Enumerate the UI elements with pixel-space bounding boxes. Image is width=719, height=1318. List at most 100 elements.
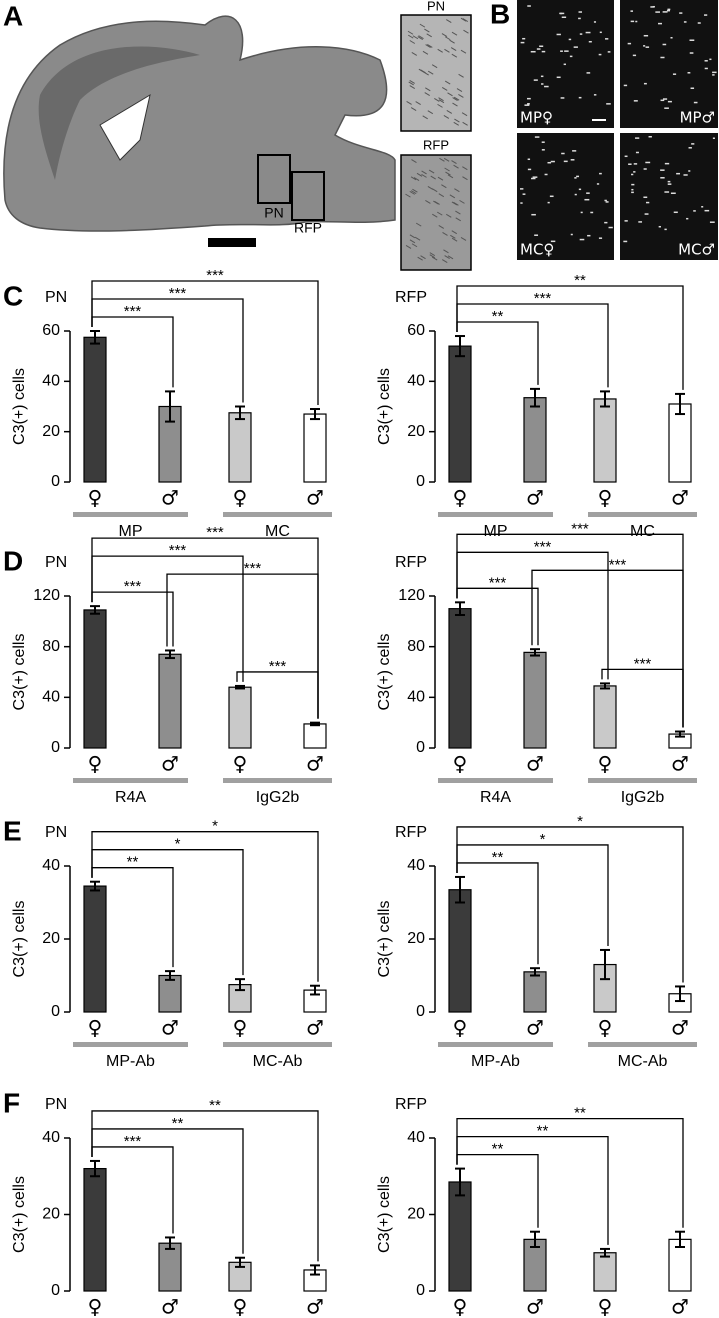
cell-dot xyxy=(697,22,701,24)
bar xyxy=(448,608,472,749)
texture xyxy=(424,28,430,33)
cell-dot xyxy=(588,40,592,43)
cell-dot xyxy=(532,176,538,178)
group-label: MC xyxy=(630,523,655,540)
texture xyxy=(446,213,452,218)
cell-dot xyxy=(633,163,638,165)
cell-dot xyxy=(587,234,591,237)
y-tick-label: 60 xyxy=(42,322,60,339)
y-tick-label: 40 xyxy=(42,373,60,390)
cell-dot xyxy=(556,33,561,36)
texture xyxy=(425,199,431,204)
error-bar xyxy=(455,601,465,616)
texture xyxy=(415,222,422,227)
cell-dot xyxy=(648,136,652,138)
sig-bracket xyxy=(456,826,684,983)
texture xyxy=(429,252,436,257)
y-tick-label: 0 xyxy=(51,1282,60,1299)
texture xyxy=(437,176,444,181)
error-bar xyxy=(165,970,175,981)
bar xyxy=(448,889,472,1013)
texture xyxy=(451,53,458,58)
sig-label: *** xyxy=(534,538,552,555)
cell-dot xyxy=(559,12,565,15)
x-tick-label: ♂ xyxy=(161,1295,179,1318)
cell-dot xyxy=(643,34,649,37)
cell-dot xyxy=(544,85,549,88)
texture xyxy=(413,177,420,181)
texture xyxy=(453,121,459,126)
cell-dot xyxy=(522,37,526,40)
texture xyxy=(449,194,456,199)
y-tick-label: 0 xyxy=(51,473,60,490)
bar xyxy=(228,686,252,749)
x-tick-label: ♀ xyxy=(233,1016,248,1040)
chart-title: PN xyxy=(45,289,67,306)
cell-dot xyxy=(540,75,544,78)
y-tick-label: 80 xyxy=(42,638,60,655)
cell-dot xyxy=(704,60,708,62)
cell-dot xyxy=(541,141,545,143)
texture xyxy=(438,193,445,198)
panel-letter: E xyxy=(3,815,22,846)
cell-dot xyxy=(578,11,583,13)
region-box xyxy=(291,171,325,221)
texture xyxy=(456,88,463,93)
texture xyxy=(411,159,417,164)
texture xyxy=(425,87,431,92)
texture xyxy=(462,176,468,181)
bar xyxy=(83,1167,107,1292)
cell-dot xyxy=(623,240,628,243)
cell-dot xyxy=(599,31,602,34)
texture xyxy=(459,199,465,204)
group-bar xyxy=(588,778,697,783)
cell-dot xyxy=(655,11,660,13)
texture xyxy=(410,190,417,195)
group-label: R4A xyxy=(480,789,511,806)
cell-dot xyxy=(607,51,611,53)
texture xyxy=(409,40,416,44)
cell-dot xyxy=(635,137,640,139)
cell-dot xyxy=(688,170,691,172)
y-axis-label: C3(+) cells xyxy=(376,901,393,978)
texture xyxy=(446,19,452,23)
texture xyxy=(409,190,416,195)
inset-label: PN xyxy=(427,0,445,13)
cell-dot xyxy=(670,37,673,39)
error-bar xyxy=(530,1230,540,1249)
x-tick-label: ♂ xyxy=(306,486,324,510)
texture xyxy=(449,39,455,44)
cell-dot xyxy=(662,11,668,13)
y-tick-label: 0 xyxy=(416,1003,425,1020)
texture xyxy=(427,70,434,75)
texture xyxy=(431,256,438,261)
group-bar xyxy=(73,778,188,783)
cell-dot xyxy=(630,20,635,23)
error-bar xyxy=(675,1230,685,1249)
sig-bracket xyxy=(91,849,244,976)
cell-dot xyxy=(662,43,667,46)
cell-dot xyxy=(524,104,530,106)
texture xyxy=(444,36,451,41)
sig-bracket xyxy=(456,533,684,728)
cell-dot xyxy=(643,82,647,85)
x-tick-label: ♂ xyxy=(161,486,179,510)
error-bar xyxy=(90,605,100,615)
cell-dot xyxy=(531,213,536,216)
y-tick-label: 20 xyxy=(42,423,60,440)
cell-dot xyxy=(660,169,665,171)
cell-dot xyxy=(574,177,577,179)
texture xyxy=(450,47,457,52)
texture xyxy=(425,44,431,48)
error-bar xyxy=(235,978,245,992)
cell-dot xyxy=(530,50,536,53)
cell-dot xyxy=(664,228,667,231)
bar xyxy=(593,1252,617,1292)
y-axis-label: C3(+) cells xyxy=(11,1176,28,1253)
texture xyxy=(438,97,444,102)
cell-dot xyxy=(593,21,597,23)
texture xyxy=(409,234,416,239)
error-bar xyxy=(600,1247,610,1258)
texture xyxy=(444,48,450,53)
x-tick-label: ♂ xyxy=(526,486,544,510)
